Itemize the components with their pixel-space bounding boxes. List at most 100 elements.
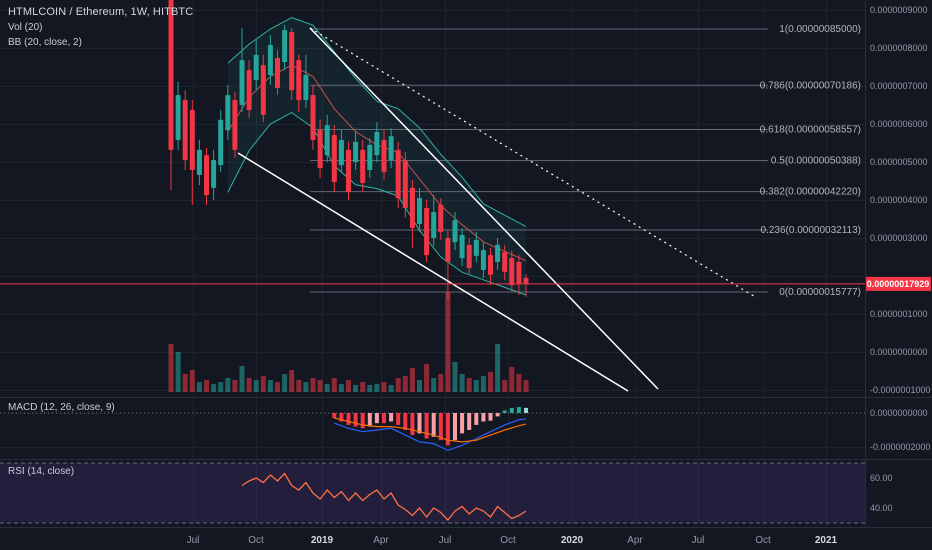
price-axis-label: 0.0000006000 — [870, 119, 928, 129]
candle-body — [346, 149, 351, 193]
indicator-volume[interactable]: Vol (20) — [8, 22, 43, 33]
trendline — [309, 27, 659, 390]
macd-histogram-bar — [410, 413, 415, 436]
candle-body — [438, 204, 444, 232]
candle-body — [516, 261, 522, 284]
time-axis-label: Jul — [439, 535, 452, 546]
symbol-title[interactable]: HTMLCOIN / Ethereum, 1W, HITBTC — [8, 6, 194, 18]
candle-body — [267, 44, 273, 75]
macd-histogram-bar — [353, 413, 358, 427]
candle-body — [488, 255, 493, 275]
macd-histogram-bar — [502, 410, 507, 413]
volume-bar — [246, 378, 252, 392]
candle-body — [239, 60, 245, 105]
candle-body — [367, 144, 373, 170]
macd-histogram-bar — [516, 407, 521, 413]
volume-bar — [331, 378, 337, 392]
chart-legend: HTMLCOIN / Ethereum, 1W, HITBTC Vol (20)… — [8, 6, 193, 48]
candle-body — [189, 109, 195, 170]
candle-body — [417, 198, 422, 224]
candle-body — [324, 125, 330, 156]
volume-bar — [211, 384, 217, 392]
candle-body — [211, 160, 217, 188]
time-axis-label: 2021 — [815, 535, 838, 546]
price-axis-label: 0.0000007000 — [870, 81, 928, 91]
macd-histogram-bar — [346, 413, 351, 425]
macd-histogram-bar — [424, 413, 429, 439]
candle-body — [260, 65, 266, 115]
candle-body — [424, 207, 430, 256]
fib-level-label: 0.5(0.00000050388) — [771, 156, 861, 167]
volume-bar — [374, 384, 380, 392]
price-axis-label: 0.0000003000 — [870, 233, 928, 243]
candle-body — [303, 74, 309, 101]
volume-bar — [338, 384, 344, 392]
volume-bar — [466, 378, 472, 392]
macd-histogram-bar — [396, 413, 401, 425]
volume-bar — [239, 366, 245, 392]
macd-histogram-bar — [474, 413, 479, 425]
macd-histogram-bar — [389, 413, 394, 422]
time-axis-label: Jul — [187, 535, 200, 546]
candle-body — [196, 149, 202, 175]
time-axis-label: 2020 — [561, 535, 584, 546]
volume-bar — [189, 370, 195, 392]
macd-histogram-bar — [339, 413, 344, 422]
price-axis-label: 0.0000001000 — [870, 309, 928, 319]
price-axis-label: 0.0000004000 — [870, 195, 928, 205]
volume-bar — [303, 382, 309, 392]
last-price-badge-label: 0.00000017929 — [867, 279, 930, 289]
macd-histogram-bar — [453, 413, 457, 441]
candle-body — [402, 160, 408, 208]
time-axis-label: Oct — [500, 535, 516, 546]
time-axis-label: 2019 — [311, 535, 334, 546]
fib-level-label: 0.618(0.00000058557) — [760, 124, 861, 135]
volume-bar — [204, 380, 209, 392]
rsi-axis-label: 60.00 — [870, 473, 893, 483]
macd-signal-line — [334, 417, 527, 443]
volume-bar — [367, 385, 373, 392]
time-axis-label: Oct — [248, 535, 264, 546]
macd-histogram-bar — [332, 413, 337, 419]
macd-histogram-bar — [431, 413, 436, 437]
time-axis-label: Apr — [627, 535, 643, 546]
macd-histogram-bar — [524, 407, 528, 413]
volume-bar — [402, 376, 408, 392]
volume-bar — [225, 378, 231, 392]
candle-body — [317, 130, 323, 169]
candle-body — [246, 70, 252, 110]
candle-body — [182, 100, 188, 161]
candle-body — [360, 149, 366, 183]
candle-body — [473, 239, 479, 256]
volume-bar — [282, 374, 288, 392]
macd-pane-label[interactable]: MACD (12, 26, close, 9) — [8, 402, 115, 413]
macd-histogram-bar — [360, 413, 365, 429]
candle-body — [409, 187, 415, 229]
volume-bar — [253, 380, 259, 392]
candle-body — [225, 95, 231, 131]
time-axis-label: Jul — [692, 535, 705, 546]
candle-body — [445, 238, 451, 262]
volume-bar — [488, 372, 493, 392]
price-axis-label: 0.0000008000 — [870, 43, 928, 53]
candle-body — [395, 149, 401, 199]
candle-body — [289, 32, 295, 91]
volume-bar — [324, 384, 330, 392]
volume-bar — [424, 364, 430, 392]
rsi-pane-label[interactable]: RSI (14, close) — [8, 466, 75, 477]
candle-body — [310, 95, 316, 140]
volume-bar — [417, 380, 422, 392]
macd-histogram-bar — [367, 413, 372, 427]
indicator-bollinger-bands[interactable]: BB (20, close, 2) — [8, 37, 82, 48]
volume-bar — [360, 382, 366, 392]
candle-body — [495, 244, 501, 262]
volume-bar — [289, 370, 295, 392]
candle-body — [452, 220, 458, 243]
macd-histogram-bar — [495, 413, 500, 417]
volume-bar — [346, 380, 351, 392]
macd-line — [334, 418, 527, 452]
volume-bar — [182, 374, 188, 392]
candle-body — [275, 57, 280, 88]
price-axis-label: 0.0000009000 — [870, 5, 928, 15]
